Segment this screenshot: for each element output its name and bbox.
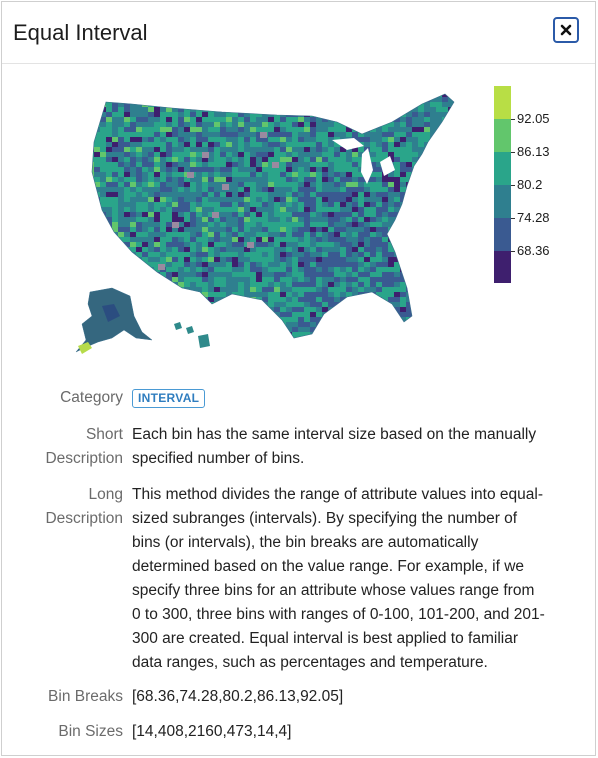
bin-breaks-value: [68.36,74.28,80.2,86.13,92.05]: [132, 688, 344, 705]
legend-color-bin: [494, 251, 511, 283]
legend-color-bin: [494, 152, 511, 185]
category-badge: INTERVAL: [132, 389, 206, 408]
dialog-title: Equal Interval: [13, 20, 148, 45]
close-icon: [560, 24, 572, 36]
bin-breaks-label: Bin Breaks: [48, 688, 123, 705]
short-description-label: Short: [85, 426, 123, 443]
legend-tick: 68.36: [511, 244, 550, 258]
long-description-label: Description: [45, 510, 123, 527]
legend-tick: 92.05: [511, 112, 550, 126]
legend-tick: 80.2: [511, 178, 542, 192]
legend-color-bin: [494, 218, 511, 251]
short-description-label: Description: [45, 450, 123, 467]
dialog-header: Equal Interval: [2, 2, 595, 64]
long-description-label: Long: [88, 486, 123, 503]
legend-color-bin: [494, 86, 511, 119]
bin-sizes-value: [14,408,2160,473,14,4]: [132, 723, 292, 740]
category-label: Category: [60, 389, 123, 406]
legend-tick: 74.28: [511, 211, 550, 225]
legend-tick: 86.13: [511, 145, 550, 159]
long-description-text: This method divides the range of attribu…: [132, 486, 545, 671]
us-county-choropleth-map: [62, 92, 482, 362]
legend-color-bin: [494, 119, 511, 152]
color-legend: 92.05 86.13 80.2 74.28 68.36: [494, 86, 564, 286]
short-description-text: Each bin has the same interval size base…: [132, 426, 537, 467]
bin-sizes-label: Bin Sizes: [58, 723, 123, 740]
legend-color-bin: [494, 185, 511, 218]
close-button[interactable]: [553, 17, 579, 43]
